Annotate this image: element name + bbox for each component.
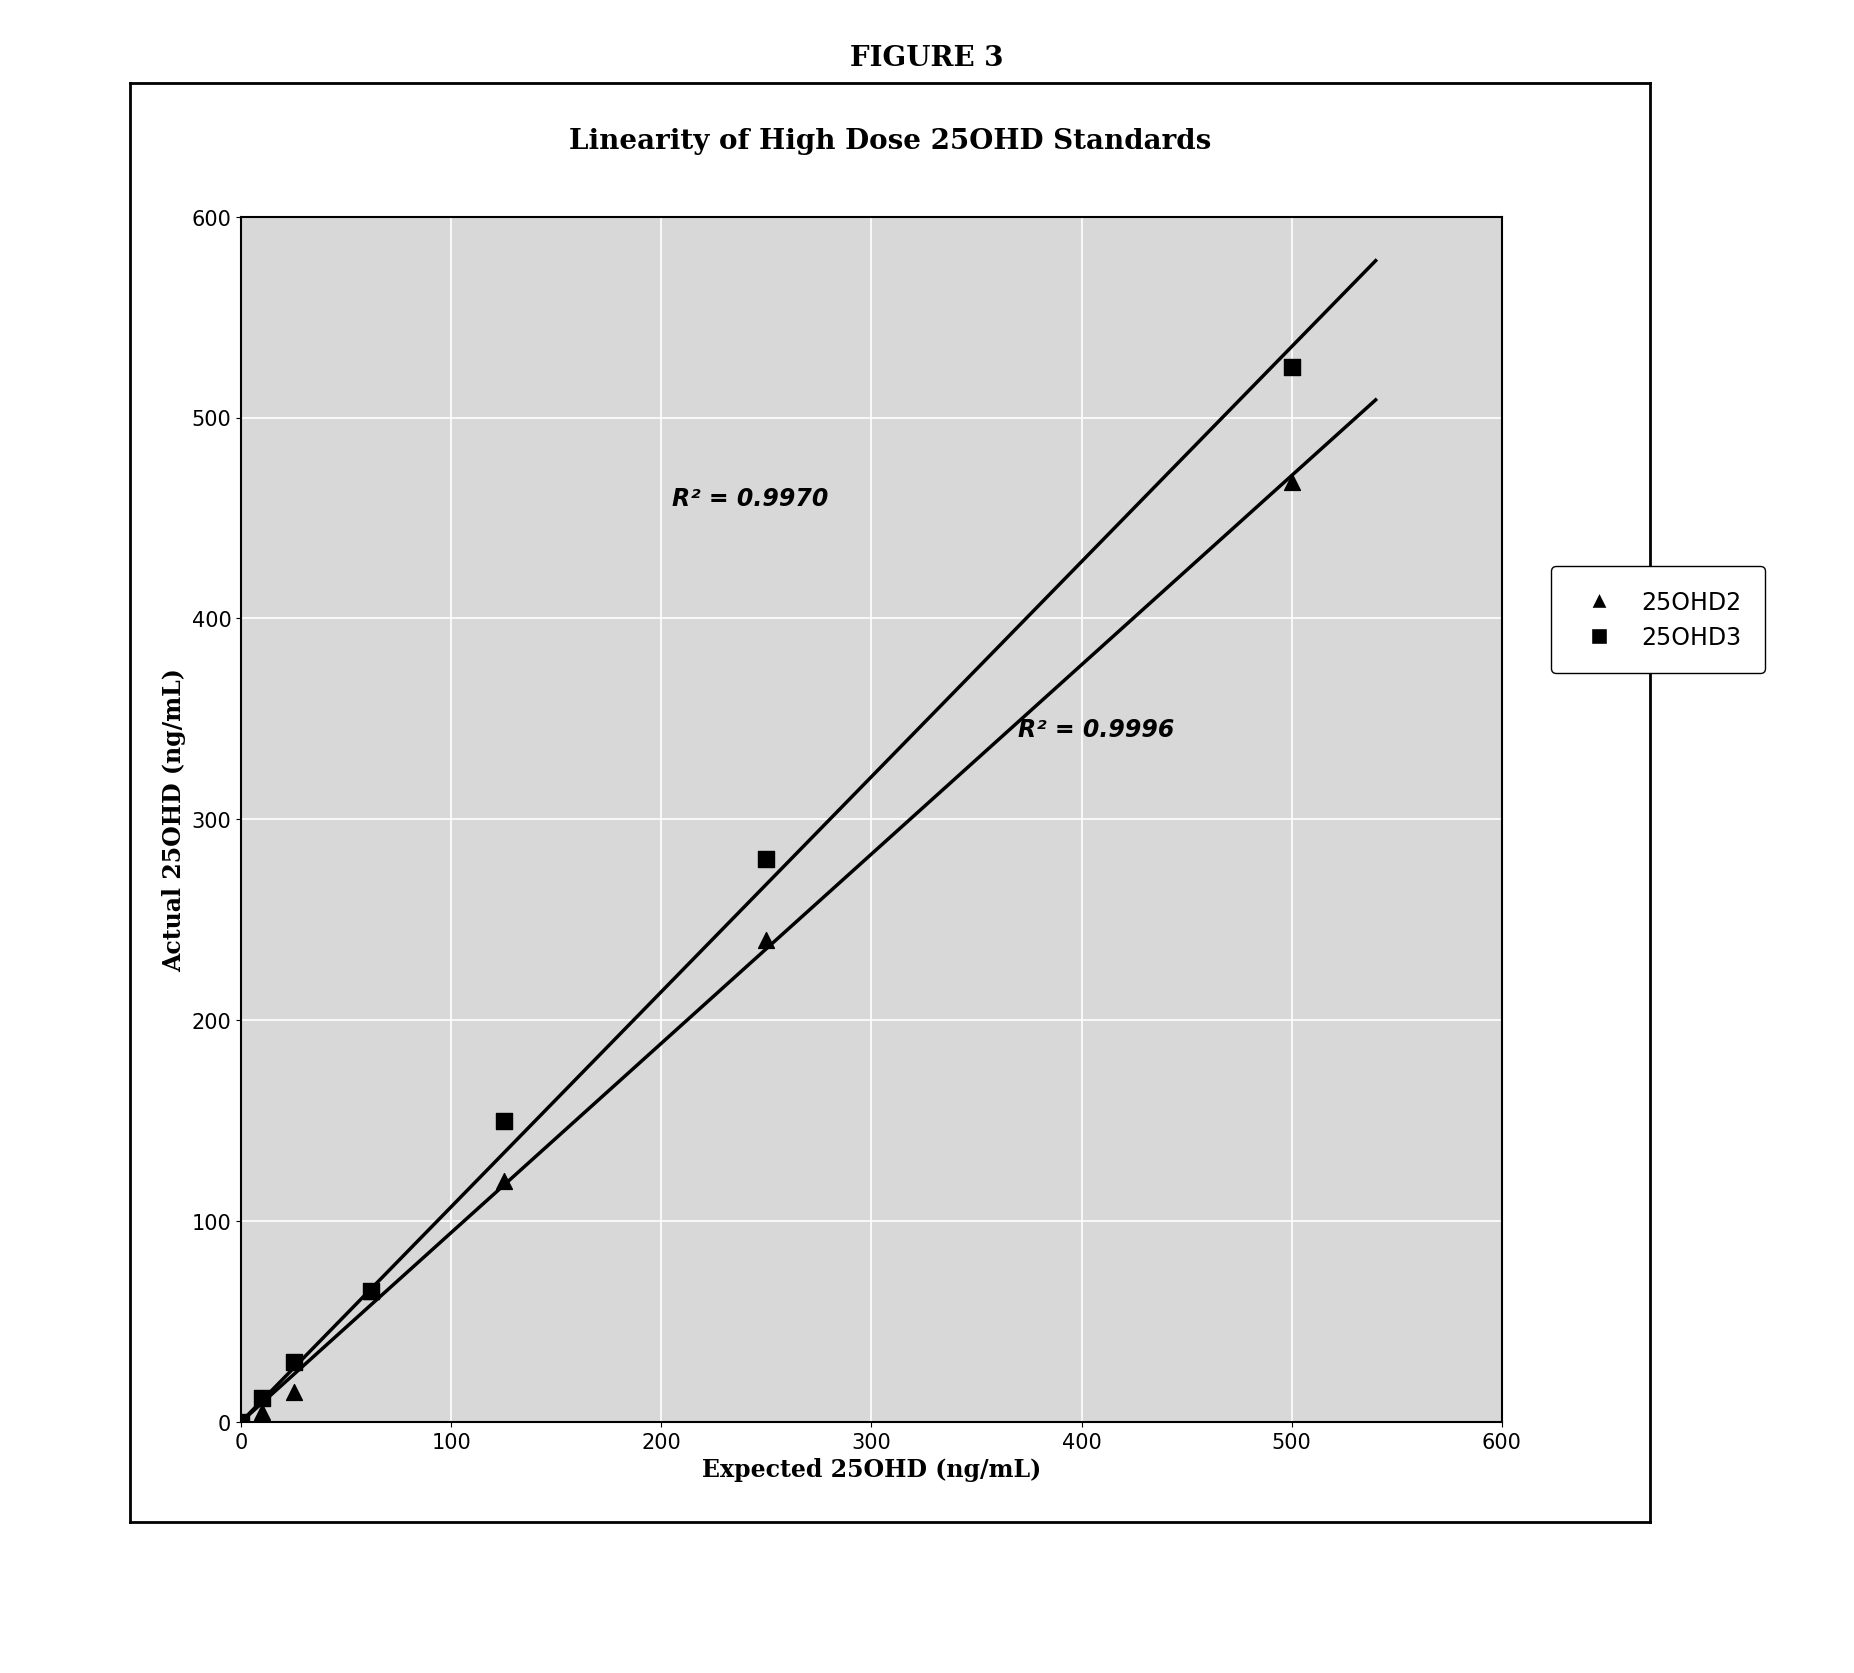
Text: FIGURE 3: FIGURE 3 xyxy=(851,45,1003,72)
Point xyxy=(247,1385,276,1412)
Point xyxy=(751,927,781,954)
Point xyxy=(356,1278,386,1305)
Point xyxy=(356,1278,386,1305)
Point xyxy=(247,1399,276,1425)
Point xyxy=(278,1379,308,1405)
Point xyxy=(489,1108,519,1134)
Text: R² = 0.9996: R² = 0.9996 xyxy=(1018,718,1175,741)
Point xyxy=(489,1168,519,1195)
Legend: 25OHD2, 25OHD3: 25OHD2, 25OHD3 xyxy=(1552,567,1765,674)
Point xyxy=(1277,468,1307,495)
Point xyxy=(1277,355,1307,381)
Point xyxy=(226,1409,256,1435)
Text: Linearity of High Dose 25OHD Standards: Linearity of High Dose 25OHD Standards xyxy=(569,127,1211,154)
Point xyxy=(278,1348,308,1375)
Text: R² = 0.9970: R² = 0.9970 xyxy=(671,487,829,510)
Y-axis label: Actual 25OHD (ng/mL): Actual 25OHD (ng/mL) xyxy=(161,668,185,972)
X-axis label: Expected 25OHD (ng/mL): Expected 25OHD (ng/mL) xyxy=(703,1457,1040,1481)
Point xyxy=(226,1409,256,1435)
Point xyxy=(751,847,781,873)
